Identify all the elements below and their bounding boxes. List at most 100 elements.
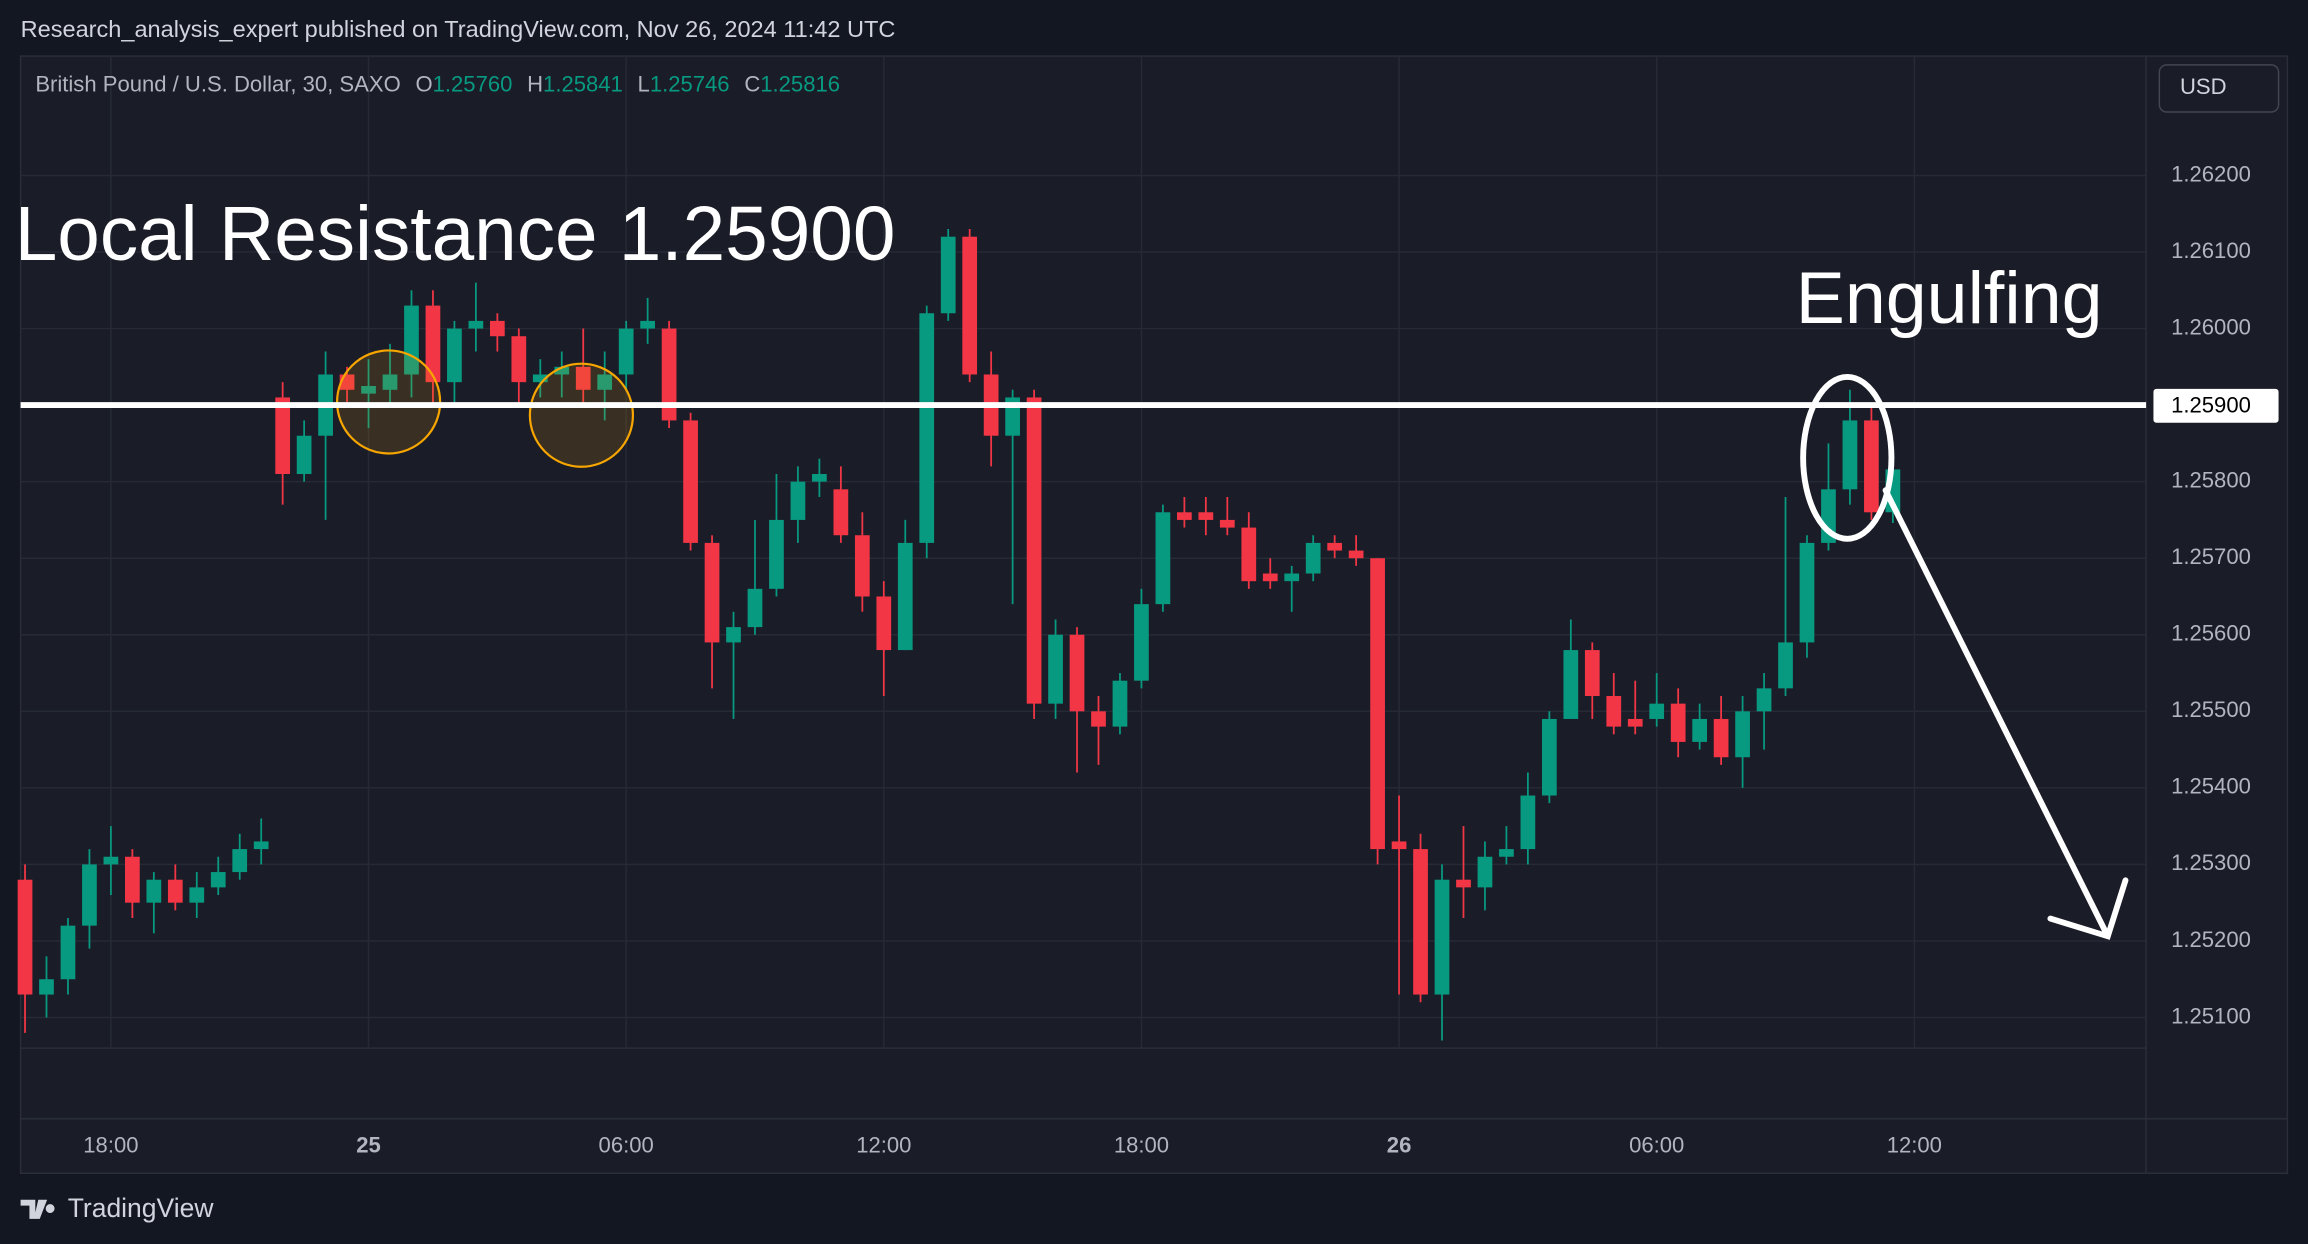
candle-body (1198, 512, 1214, 520)
candle-body (812, 474, 827, 482)
y-tick-label: 1.25500 (2171, 697, 2251, 722)
candle-body (769, 519, 784, 589)
candle-body (60, 925, 76, 980)
candle-body (1477, 856, 1493, 888)
candle-body (1112, 680, 1128, 727)
candle-body (1241, 527, 1257, 582)
y-tick-label: 1.26200 (2171, 161, 2251, 186)
x-tick-label: 25 (356, 1133, 381, 1158)
x-tick-label: 26 (1387, 1133, 1412, 1158)
candle-body (382, 374, 398, 390)
candle-body (661, 328, 677, 421)
axes: 1.25100 1.25200 1.25300 1.25400 1.25500 1.256… (83, 161, 2251, 1157)
candle-body (1026, 397, 1042, 704)
engulfing-ellipse (1800, 373, 1895, 542)
ohlc-label: H (527, 71, 543, 96)
price-label: 1.25900 (2171, 392, 2251, 417)
y-tick-label: 1.25800 (2171, 467, 2251, 492)
candle-body (146, 879, 162, 903)
candle-body (876, 596, 892, 651)
candle-body (1155, 512, 1171, 605)
candle-body (683, 420, 698, 543)
candle-body (790, 481, 806, 520)
candle-body (1370, 558, 1385, 850)
candle-body (1864, 420, 1879, 513)
candle-body (361, 385, 376, 394)
candle-body (253, 841, 269, 850)
y-tick-label: 1.26100 (2171, 238, 2251, 263)
symbol: British Pound / U.S. Dollar, 30, SAXO (35, 71, 400, 96)
highlight-circle (335, 349, 442, 455)
candle-body (103, 856, 119, 865)
annotation: Local Resistance 1.25900 (15, 192, 896, 277)
candle-body (17, 879, 33, 995)
x-tick-label: 06:00 (1629, 1133, 1684, 1158)
candle-body (1284, 573, 1300, 582)
candle-body (125, 856, 140, 903)
candle-body (1713, 718, 1729, 758)
candle-body (296, 435, 312, 475)
ohlc-value: 1.25760 (433, 71, 513, 96)
candle-body (167, 879, 183, 903)
candle-body (640, 320, 655, 329)
ohlc-value: 1.25746 (650, 71, 730, 96)
candle-body (425, 305, 441, 383)
candle-body (489, 320, 505, 337)
published-note: Research_analysis_expert published on Tr… (21, 16, 896, 42)
ohlc-label: C (744, 71, 760, 96)
brand-name: TradingView (68, 1193, 215, 1223)
candle-body (1327, 542, 1343, 551)
down-arrow (1882, 487, 2129, 940)
candle-body (1048, 634, 1063, 704)
candle-body (232, 849, 248, 873)
candle-body (1563, 650, 1579, 719)
candle-body (1606, 695, 1622, 727)
y-tick-label: 1.25200 (2171, 927, 2251, 952)
annotation: Engulfing (1796, 256, 2103, 339)
currency-label: USD (2180, 74, 2227, 99)
candle-body (1134, 604, 1149, 681)
candle-body (532, 374, 548, 383)
x-tick-label: 18:00 (83, 1133, 138, 1158)
x-tick-label: 06:00 (599, 1133, 654, 1158)
candle-body (1456, 879, 1471, 888)
candle-body (468, 320, 484, 329)
candle-body (940, 236, 956, 314)
ohlc-label: O (415, 71, 432, 96)
candle-body (447, 328, 462, 383)
candle-body (210, 872, 226, 888)
candles (17, 229, 1901, 1041)
x-tick-label: 12:00 (1887, 1133, 1942, 1158)
y-tick-label: 1.25100 (2171, 1003, 2251, 1028)
candle-body (962, 236, 978, 375)
highlight-circle (528, 362, 635, 468)
currency-button[interactable] (2158, 64, 2280, 113)
y-tick-label: 1.25400 (2171, 774, 2251, 799)
x-tick-label: 18:00 (1114, 1133, 1169, 1158)
candle-body (39, 979, 54, 995)
candle-body (1262, 573, 1278, 582)
y-tick-label: 1.26000 (2171, 314, 2251, 339)
candle-body (1670, 703, 1686, 742)
candle-body (1649, 703, 1665, 719)
candle-body (618, 328, 634, 375)
candle-body (833, 489, 849, 536)
candle-body (1091, 711, 1106, 727)
candle-body (704, 542, 720, 643)
candle-body (1177, 512, 1192, 520)
x-tick-label: 12:00 (856, 1133, 911, 1158)
candle-body (854, 535, 870, 597)
candle-body (1219, 519, 1235, 528)
candle-body (1305, 542, 1321, 574)
y-tick-label: 1.25600 (2171, 621, 2251, 646)
candle-body (1348, 550, 1364, 559)
candle-body (1541, 718, 1557, 796)
candle-body (597, 374, 613, 390)
candle-body (726, 627, 741, 643)
candle-body (1799, 542, 1815, 643)
candle-body (1391, 841, 1407, 850)
resistance-line: 1.25900 (20, 388, 2279, 423)
candle-body (747, 588, 763, 628)
